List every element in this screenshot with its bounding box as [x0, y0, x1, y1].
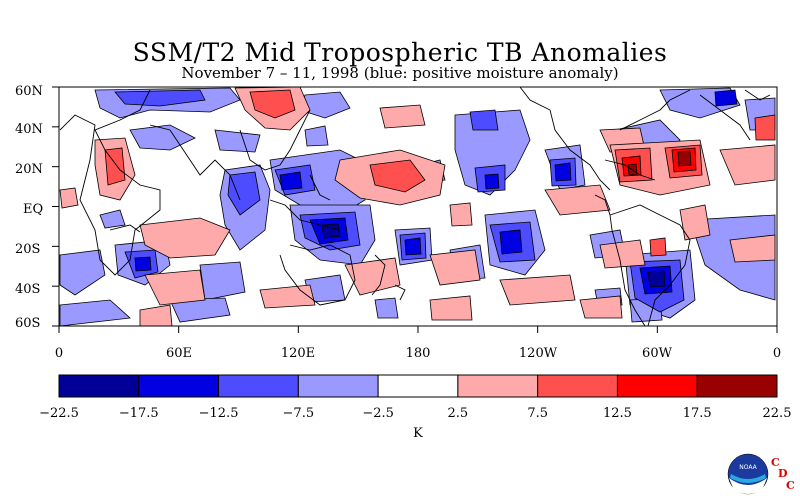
colorbar-level-label: 17.5 [683, 406, 712, 421]
lat-label: EQ [23, 202, 43, 217]
colorbar-level-label: 7.5 [527, 406, 548, 421]
lon-label: 60W [642, 346, 673, 361]
noaa-logo: NOAA [727, 453, 769, 495]
lon-label: 120W [519, 346, 558, 361]
colorbar-level-label: 22.5 [763, 406, 792, 421]
lat-label: 60N [15, 84, 43, 99]
colorbar-box [696, 374, 778, 398]
lon-label: 180 [406, 346, 431, 361]
colorbar-box [297, 374, 379, 398]
anomaly-field [59, 87, 777, 326]
colorbar-box [457, 374, 539, 398]
lat-label: 60S [15, 316, 40, 331]
colorbar-unit: K [413, 426, 423, 441]
lon-label: 120E [281, 346, 315, 361]
cdc-letter: D [778, 467, 788, 480]
colorbar-level-label: −2.5 [362, 406, 394, 421]
colorbar-box [537, 374, 618, 398]
cdc-letter: C [786, 479, 795, 492]
noaa-logo-text: NOAA [739, 464, 757, 471]
colorbar-box [138, 374, 220, 398]
lat-label: 20S [15, 242, 40, 257]
latitude-labels: 60N 40N 20N EQ 20S 40S 60S [15, 84, 43, 331]
lat-label: 40N [15, 122, 43, 137]
colorbar-box [218, 374, 299, 398]
cdc-letter: C [771, 456, 780, 469]
colorbar-level-label: −7.5 [283, 406, 315, 421]
colorbar-labels: −22.5 −17.5 −12.5 −7.5 −2.5 2.5 7.5 12.5 17.5 22.… [39, 406, 791, 421]
colorbar [58, 374, 778, 398]
colorbar-box [377, 374, 459, 398]
colorbar-level-label: 12.5 [603, 406, 632, 421]
map-subtitle: November 7 – 11, 1998 (blue: positive mo… [181, 64, 619, 82]
colorbar-level-label: −12.5 [199, 406, 239, 421]
colorbar-box [616, 374, 698, 398]
map-ticks [52, 86, 778, 333]
lat-label: 40S [15, 282, 40, 297]
colorbar-level-label: 2.5 [448, 406, 469, 421]
map-title: SSM/T2 Mid Tropospheric TB Anomalies [132, 38, 668, 67]
lon-label: 60E [166, 346, 192, 361]
cdc-logo: C D C [771, 456, 795, 492]
longitude-labels: 0 60E 120E 180 120W 60W 0 [55, 346, 781, 361]
colorbar-level-label: −17.5 [119, 406, 159, 421]
lon-label: 0 [773, 346, 781, 361]
colorbar-level-label: −22.5 [39, 406, 79, 421]
darkest-blue-anomalies [321, 223, 666, 288]
lat-label: 20N [15, 162, 43, 177]
coastlines [59, 87, 771, 326]
colorbar-box [58, 374, 140, 398]
lon-label: 0 [55, 346, 63, 361]
